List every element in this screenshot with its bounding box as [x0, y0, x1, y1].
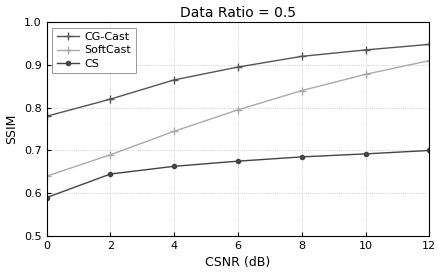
Y-axis label: SSIM: SSIM	[6, 114, 19, 144]
SoftCast	[44, 174, 50, 178]
Legend: CG-Cast, SoftCast, CS: CG-Cast, SoftCast, CS	[52, 28, 136, 73]
CS	[427, 149, 432, 152]
Line: SoftCast: SoftCast	[42, 56, 434, 180]
CG-Cast	[44, 115, 50, 118]
CS	[236, 160, 241, 163]
CS	[363, 152, 368, 156]
CG-Cast	[427, 43, 432, 46]
CG-Cast	[108, 97, 113, 101]
X-axis label: CSNR (dB): CSNR (dB)	[206, 257, 271, 269]
CG-Cast	[236, 65, 241, 69]
SoftCast	[299, 89, 305, 92]
CS	[171, 165, 177, 168]
Title: Data Ratio = 0.5: Data Ratio = 0.5	[180, 6, 296, 20]
CG-Cast	[171, 78, 177, 81]
Line: CS: CS	[45, 148, 431, 200]
CS	[108, 172, 113, 176]
Line: CG-Cast: CG-Cast	[42, 40, 434, 120]
SoftCast	[171, 130, 177, 133]
SoftCast	[363, 73, 368, 76]
CS	[299, 155, 305, 158]
CG-Cast	[363, 48, 368, 52]
SoftCast	[427, 59, 432, 62]
CS	[44, 196, 50, 199]
SoftCast	[236, 108, 241, 111]
CG-Cast	[299, 55, 305, 58]
SoftCast	[108, 153, 113, 156]
